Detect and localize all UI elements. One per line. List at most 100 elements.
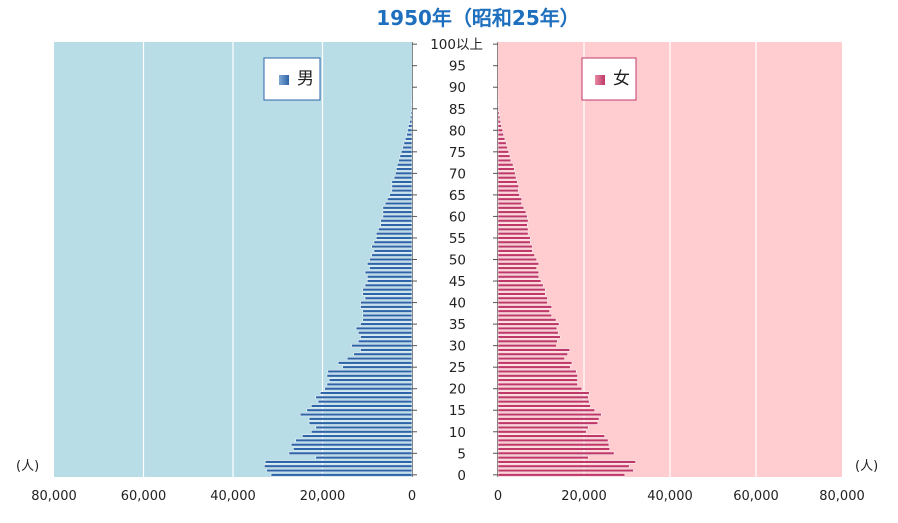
male-bar-age-33 [358, 331, 413, 335]
female-bar-age-58 [497, 223, 528, 227]
female-bar-age-61 [497, 210, 527, 214]
female-bar-age-8 [497, 438, 609, 442]
female-bar-age-49 [497, 262, 540, 266]
male-bar-age-10 [311, 430, 413, 434]
male-bar-age-67 [391, 184, 413, 188]
male-bar-age-44 [364, 283, 413, 287]
male-bar-age-78 [405, 137, 413, 141]
female-bar-age-59 [497, 219, 529, 223]
female-bar-age-78 [497, 137, 506, 141]
female-bar-age-79 [497, 133, 504, 137]
female-bar-age-15 [497, 408, 595, 412]
female-bar-age-10 [497, 430, 587, 434]
age-label: 90 [449, 80, 466, 96]
male-bar-age-63 [384, 201, 413, 206]
female-bar-age-40 [497, 300, 548, 305]
x-tick-label-male: 80,000 [31, 489, 77, 504]
female-bar-age-16 [497, 404, 591, 408]
female-bar-age-0 [497, 473, 626, 477]
male-bar-age-76 [402, 145, 413, 150]
male-bar-age-53 [371, 244, 413, 249]
male-bar-age-23 [326, 374, 413, 378]
male-bar-age-45 [367, 279, 413, 283]
x-tick-label-female: 20,000 [561, 489, 607, 504]
male-bar-age-56 [375, 232, 413, 236]
female-bar-age-71 [497, 167, 515, 171]
male-bar-age-64 [387, 197, 413, 201]
x-tick-label-female: 60,000 [733, 489, 779, 504]
female-bar-age-21 [497, 382, 578, 386]
age-label: 10 [449, 425, 466, 441]
female-bar-age-1 [497, 468, 634, 473]
female-bar-age-20 [497, 387, 583, 391]
legend-female-swatch [595, 75, 605, 85]
age-label: 20 [449, 382, 466, 398]
female-bar-age-9 [497, 434, 605, 438]
female-bar-age-3 [497, 460, 636, 464]
female-bar-age-80 [497, 128, 503, 132]
female-bar-age-46 [497, 275, 540, 279]
male-bar-age-11 [315, 425, 413, 430]
x-tick-label-female: 80,000 [819, 489, 865, 504]
female-bar-age-4 [497, 456, 589, 460]
male-bar-age-49 [367, 262, 413, 266]
male-bar-age-75 [401, 150, 413, 154]
female-bar-age-14 [497, 412, 602, 417]
male-bar-age-51 [371, 253, 413, 257]
female-bar-age-32 [497, 335, 561, 339]
male-bar-age-48 [369, 266, 413, 270]
female-bar-age-45 [497, 279, 542, 283]
female-bar-age-23 [497, 374, 578, 378]
female-bar-age-5 [497, 451, 615, 455]
female-bar-age-44 [497, 283, 544, 287]
male-bar-age-28 [353, 352, 413, 356]
male-bar-age-0 [270, 473, 413, 477]
female-bar-age-76 [497, 145, 508, 150]
male-bar-age-27 [346, 356, 413, 361]
male-bar-age-57 [378, 227, 413, 231]
male-bar-age-30 [351, 344, 413, 348]
female-bar-age-77 [497, 141, 507, 145]
male-bar-age-73 [398, 158, 413, 163]
male-bar-age-12 [308, 421, 413, 425]
female-bar-age-62 [497, 206, 525, 210]
male-bar-age-65 [389, 193, 413, 197]
x-tick-label-female: 40,000 [647, 489, 693, 504]
age-label: 55 [449, 231, 466, 247]
male-bar-age-46 [367, 275, 413, 279]
legend-female: 女 [581, 57, 637, 101]
female-bar-age-22 [497, 378, 578, 382]
female-bar-age-67 [497, 184, 519, 188]
male-bar-age-39 [360, 305, 413, 309]
female-bar-age-35 [497, 322, 560, 326]
male-bar-age-24 [327, 369, 413, 374]
male-bar-age-69 [393, 176, 413, 180]
male-bar-age-15 [306, 408, 413, 412]
female-bar-age-39 [497, 305, 552, 309]
female-bar-age-41 [497, 296, 548, 300]
male-bar-age-79 [406, 133, 413, 137]
age-label: 15 [449, 403, 466, 419]
female-bar-age-73 [497, 158, 512, 163]
female-bar-age-57 [497, 227, 529, 231]
female-bar-age-69 [497, 176, 517, 180]
male-bar-age-61 [382, 210, 413, 214]
legend-male-box [263, 57, 321, 101]
female-bars [497, 85, 636, 477]
female-bar-age-53 [497, 244, 533, 249]
age-label: 0 [457, 468, 466, 484]
female-bar-age-34 [497, 326, 558, 330]
x-tick-label-male: 0 [408, 489, 416, 504]
female-bar-age-47 [497, 270, 540, 275]
age-label: 45 [449, 274, 466, 290]
male-bar-age-5 [288, 451, 413, 455]
male-bar-age-38 [362, 309, 413, 313]
legend-female-box [581, 57, 637, 101]
age-label: 40 [449, 296, 466, 312]
female-bar-age-28 [497, 352, 568, 356]
male-bar-age-43 [362, 288, 413, 292]
male-bar-age-70 [395, 171, 413, 175]
male-bar-age-54 [373, 240, 413, 244]
female-bar-age-66 [497, 189, 519, 193]
male-bar-age-83 [409, 115, 413, 119]
